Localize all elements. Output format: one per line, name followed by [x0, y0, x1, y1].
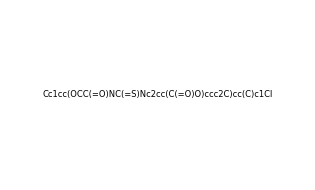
Text: Cc1cc(OCC(=O)NC(=S)Nc2cc(C(=O)O)ccc2C)cc(C)c1Cl: Cc1cc(OCC(=O)NC(=S)Nc2cc(C(=O)O)ccc2C)cc… — [42, 90, 273, 100]
